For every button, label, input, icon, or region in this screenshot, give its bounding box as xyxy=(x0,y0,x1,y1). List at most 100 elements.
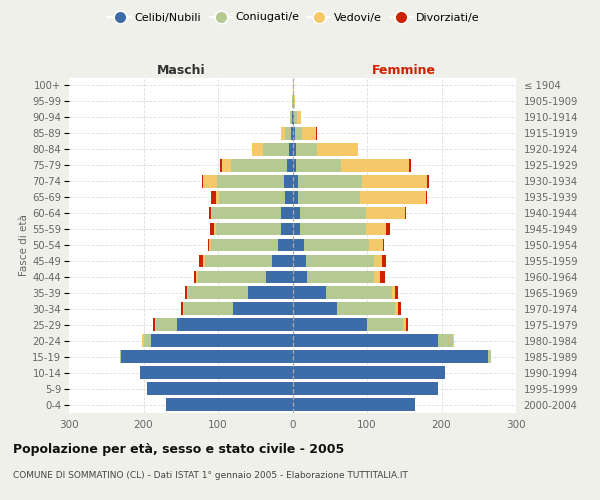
Bar xyxy=(290,111,292,124)
Bar xyxy=(382,254,386,268)
Bar xyxy=(293,175,298,188)
Bar xyxy=(300,222,365,235)
Bar xyxy=(211,238,278,252)
Bar xyxy=(211,191,216,203)
Bar xyxy=(293,206,300,220)
Bar xyxy=(427,175,429,188)
Bar xyxy=(293,238,304,252)
Bar xyxy=(405,206,406,220)
Bar xyxy=(367,318,403,331)
Bar xyxy=(289,143,293,156)
Bar xyxy=(337,302,395,315)
Bar xyxy=(147,382,293,395)
Bar xyxy=(293,254,306,268)
Bar xyxy=(438,334,452,347)
Bar xyxy=(143,334,151,347)
Text: COMUNE DI SOMMATINO (CL) - Dati ISTAT 1° gennaio 2005 - Elaborazione TUTTITALIA.: COMUNE DI SOMMATINO (CL) - Dati ISTAT 1°… xyxy=(13,471,408,480)
Bar xyxy=(293,270,307,283)
Bar xyxy=(181,302,183,315)
Bar xyxy=(209,238,211,252)
Bar xyxy=(300,206,365,220)
Bar xyxy=(151,334,293,347)
Bar xyxy=(383,238,384,252)
Bar xyxy=(293,143,296,156)
Bar xyxy=(166,398,293,411)
Bar xyxy=(369,238,383,252)
Bar xyxy=(488,350,491,363)
Bar xyxy=(365,206,405,220)
Bar xyxy=(212,206,281,220)
Bar xyxy=(360,191,426,203)
Bar xyxy=(281,222,293,235)
Bar xyxy=(287,159,293,172)
Bar xyxy=(203,254,205,268)
Text: Popolazione per età, sesso e stato civile - 2005: Popolazione per età, sesso e stato civil… xyxy=(13,442,344,456)
Y-axis label: Anni di nascita: Anni di nascita xyxy=(598,206,600,284)
Bar xyxy=(293,127,295,140)
Bar xyxy=(222,159,230,172)
Bar xyxy=(374,254,382,268)
Bar xyxy=(296,159,341,172)
Bar xyxy=(155,318,156,331)
Bar xyxy=(409,159,411,172)
Bar xyxy=(293,302,337,315)
Bar xyxy=(121,350,293,363)
Bar xyxy=(281,206,293,220)
Bar xyxy=(406,318,408,331)
Bar xyxy=(263,143,289,156)
Bar xyxy=(293,111,294,124)
Bar xyxy=(317,143,358,156)
Bar xyxy=(298,175,362,188)
Bar xyxy=(185,286,187,299)
Bar xyxy=(291,127,293,140)
Bar xyxy=(285,127,291,140)
Bar xyxy=(302,127,316,140)
Bar xyxy=(365,222,386,235)
Bar xyxy=(403,318,406,331)
Bar xyxy=(208,238,209,252)
Bar xyxy=(293,286,326,299)
Bar xyxy=(297,111,301,124)
Bar xyxy=(298,191,360,203)
Bar xyxy=(220,159,222,172)
Bar xyxy=(293,79,294,92)
Bar xyxy=(187,286,188,299)
Bar xyxy=(183,302,184,315)
Bar xyxy=(188,286,248,299)
Bar xyxy=(220,191,285,203)
Bar xyxy=(281,127,285,140)
Bar xyxy=(272,254,293,268)
Bar xyxy=(230,159,287,172)
Bar xyxy=(202,175,203,188)
Bar xyxy=(210,222,214,235)
Bar xyxy=(392,286,395,299)
Bar xyxy=(216,191,220,203)
Bar xyxy=(142,334,143,347)
Bar xyxy=(386,222,390,235)
Bar xyxy=(294,111,297,124)
Bar xyxy=(293,334,438,347)
Y-axis label: Fasce di età: Fasce di età xyxy=(19,214,29,276)
Bar xyxy=(233,302,293,315)
Bar xyxy=(140,366,293,379)
Bar xyxy=(285,191,293,203)
Bar xyxy=(316,127,317,140)
Bar xyxy=(362,175,427,188)
Bar xyxy=(452,334,454,347)
Bar xyxy=(296,143,317,156)
Bar xyxy=(119,350,121,363)
Legend: Celibi/Nubili, Coniugati/e, Vedovi/e, Divorziati/e: Celibi/Nubili, Coniugati/e, Vedovi/e, Di… xyxy=(104,8,484,27)
Bar xyxy=(184,302,233,315)
Bar xyxy=(205,254,272,268)
Bar xyxy=(292,95,293,108)
Bar xyxy=(304,238,369,252)
Bar xyxy=(307,270,374,283)
Bar xyxy=(284,175,293,188)
Bar xyxy=(199,254,203,268)
Bar xyxy=(293,318,367,331)
Bar xyxy=(374,270,380,283)
Bar xyxy=(211,206,212,220)
Bar xyxy=(341,159,409,172)
Bar xyxy=(294,95,295,108)
Bar xyxy=(295,127,302,140)
